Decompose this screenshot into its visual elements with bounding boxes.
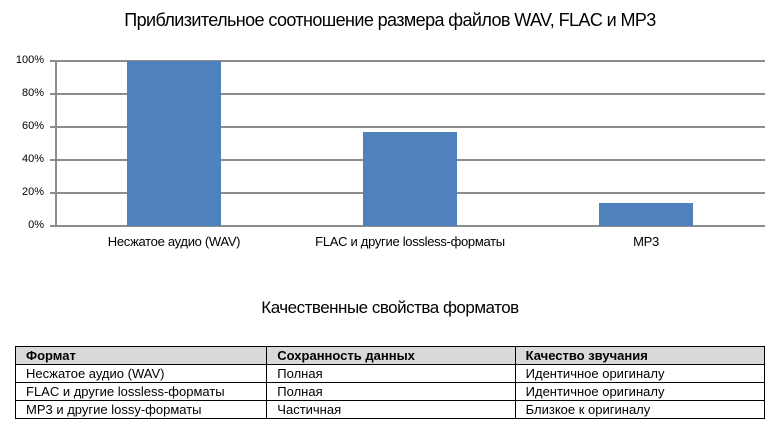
cell-quality: Идентичное оригиналу	[514, 382, 766, 401]
y-tick	[50, 225, 56, 227]
bar-flac	[363, 132, 457, 226]
table-row: MP3 и другие lossy-форматы Частичная Бли…	[14, 400, 766, 419]
gridline-100	[55, 60, 765, 62]
gridline-60	[55, 126, 765, 128]
y-tick	[50, 192, 56, 194]
cell-format: MP3 и другие lossy-форматы	[14, 400, 268, 419]
header-data-integrity: Сохранность данных	[266, 346, 516, 365]
y-label-100: 100%	[15, 54, 44, 66]
cell-integrity: Частичная	[266, 400, 516, 419]
x-label-flac: FLAC и другие lossless-форматы	[315, 234, 505, 249]
y-label-0: 0%	[28, 219, 44, 231]
cell-integrity: Полная	[266, 382, 516, 401]
header-sound-quality: Качество звучания	[514, 346, 766, 365]
y-tick	[50, 60, 56, 62]
bar-wav	[127, 61, 221, 226]
table-title: Качественные свойства форматов	[261, 298, 519, 317]
cell-quality: Идентичное оригиналу	[514, 364, 766, 383]
y-label-20: 20%	[21, 186, 44, 198]
gridline-80	[55, 93, 765, 95]
chart-title: Приблизительное соотношение размера файл…	[124, 10, 656, 30]
header-format: Формат	[14, 346, 268, 365]
y-tick	[50, 159, 56, 161]
table-row: FLAC и другие lossless-форматы Полная Ид…	[14, 382, 766, 401]
y-tick	[50, 93, 56, 95]
format-properties-table: Формат Сохранность данных Качество звуча…	[14, 346, 766, 419]
cell-quality: Близкое к оригиналу	[514, 400, 766, 419]
y-tick	[50, 126, 56, 128]
cell-format: FLAC и другие lossless-форматы	[14, 382, 268, 401]
bar-mp3	[599, 203, 693, 226]
cell-format: Несжатое аудио (WAV)	[14, 364, 268, 383]
y-label-40: 40%	[21, 153, 44, 165]
y-label-60: 60%	[21, 120, 44, 132]
x-axis-line	[55, 225, 765, 227]
table-row: Несжатое аудио (WAV) Полная Идентичное о…	[14, 364, 766, 383]
cell-integrity: Полная	[266, 364, 516, 383]
y-axis-line	[55, 60, 57, 227]
table-header-row: Формат Сохранность данных Качество звуча…	[14, 346, 766, 365]
x-label-wav: Несжатое аудио (WAV)	[107, 234, 241, 249]
x-label-mp3: MP3	[633, 234, 659, 249]
y-label-80: 80%	[21, 87, 44, 99]
